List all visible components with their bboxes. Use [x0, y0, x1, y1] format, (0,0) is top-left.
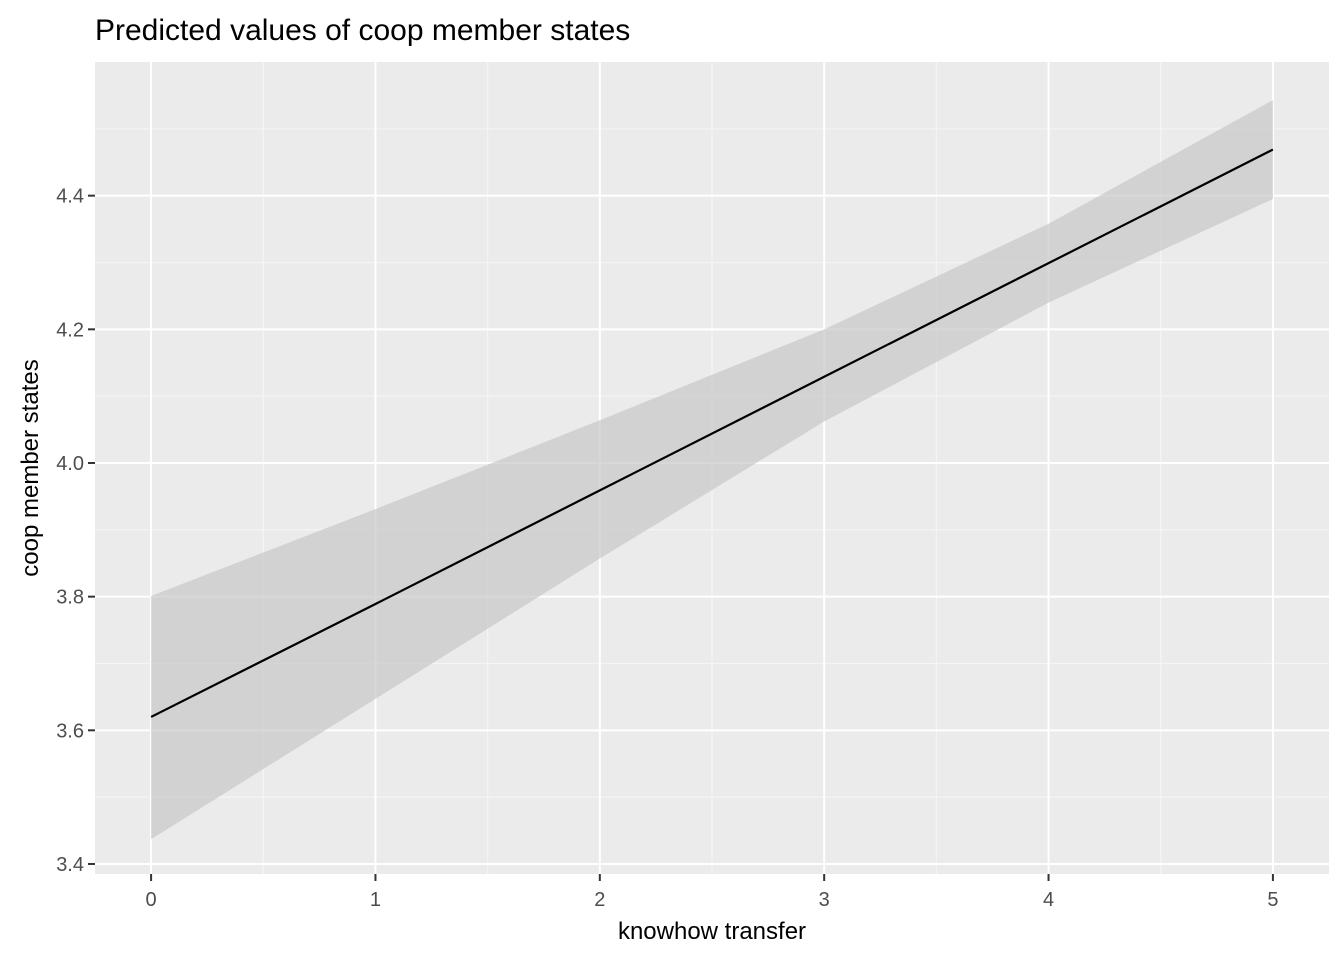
x-axis: 0 1 2 3 4 5	[146, 874, 1278, 911]
y-tick-label: 4.2	[56, 319, 84, 341]
x-tick-label: 0	[146, 889, 157, 911]
x-axis-title: knowhow transfer	[618, 918, 806, 945]
x-tick-label: 1	[370, 889, 381, 911]
x-tick-label: 5	[1267, 889, 1278, 911]
x-tick-label: 2	[594, 889, 605, 911]
x-tick-label: 3	[819, 889, 830, 911]
y-axis-title: coop member states	[17, 359, 44, 576]
y-tick-label: 4.0	[56, 453, 84, 475]
prediction-line-0	[150, 148, 1274, 718]
y-axis: 3.4 3.6 3.8 4.0 4.2 4.4	[56, 186, 95, 876]
confidence-ribbon-0	[151, 100, 1273, 840]
y-tick-label: 3.6	[56, 720, 84, 742]
x-tick-label: 4	[1043, 889, 1054, 911]
series-lines	[150, 148, 1274, 718]
confidence-ribbons	[151, 100, 1273, 840]
y-tick-label: 3.4	[56, 854, 84, 876]
y-tick-label: 4.4	[56, 186, 84, 208]
chart-title: Predicted values of coop member states	[95, 14, 630, 47]
y-tick-label: 3.8	[56, 587, 84, 609]
